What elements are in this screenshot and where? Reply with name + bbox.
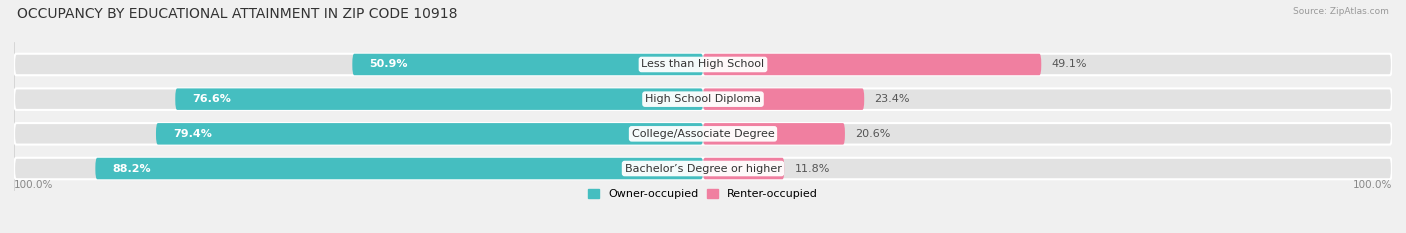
FancyBboxPatch shape (96, 158, 703, 179)
FancyBboxPatch shape (156, 123, 703, 145)
Text: Bachelor’s Degree or higher: Bachelor’s Degree or higher (624, 164, 782, 174)
FancyBboxPatch shape (703, 158, 785, 179)
Text: 100.0%: 100.0% (14, 180, 53, 190)
Text: 50.9%: 50.9% (370, 59, 408, 69)
FancyBboxPatch shape (14, 88, 1392, 110)
Text: 11.8%: 11.8% (794, 164, 830, 174)
FancyBboxPatch shape (703, 123, 845, 145)
Text: 23.4%: 23.4% (875, 94, 910, 104)
FancyBboxPatch shape (353, 54, 703, 75)
Text: Source: ZipAtlas.com: Source: ZipAtlas.com (1294, 7, 1389, 16)
Text: OCCUPANCY BY EDUCATIONAL ATTAINMENT IN ZIP CODE 10918: OCCUPANCY BY EDUCATIONAL ATTAINMENT IN Z… (17, 7, 457, 21)
FancyBboxPatch shape (176, 88, 703, 110)
Text: 100.0%: 100.0% (1353, 180, 1392, 190)
Text: 76.6%: 76.6% (193, 94, 232, 104)
Text: Less than High School: Less than High School (641, 59, 765, 69)
Text: 20.6%: 20.6% (855, 129, 890, 139)
Legend: Owner-occupied, Renter-occupied: Owner-occupied, Renter-occupied (583, 184, 823, 203)
FancyBboxPatch shape (14, 158, 1392, 179)
Text: 88.2%: 88.2% (112, 164, 152, 174)
Text: 79.4%: 79.4% (173, 129, 212, 139)
FancyBboxPatch shape (703, 54, 1042, 75)
FancyBboxPatch shape (14, 123, 1392, 145)
FancyBboxPatch shape (14, 54, 1392, 75)
Text: High School Diploma: High School Diploma (645, 94, 761, 104)
Text: College/Associate Degree: College/Associate Degree (631, 129, 775, 139)
Text: 49.1%: 49.1% (1052, 59, 1087, 69)
FancyBboxPatch shape (703, 88, 865, 110)
